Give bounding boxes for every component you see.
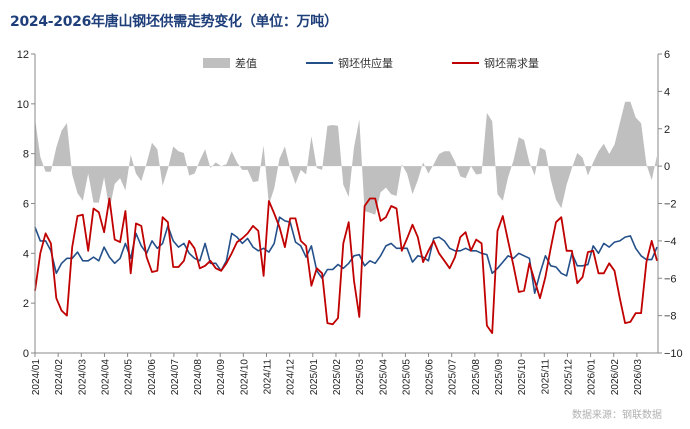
legend: 差值 钢坯供应量 钢坯需求量 — [203, 56, 539, 70]
chart-title: 2024-2026年唐山钢坯供需走势变化（单位：万吨） — [10, 14, 338, 30]
x-tick-label: 2024/12 — [286, 359, 297, 396]
x-tick-label: 2024/08 — [193, 359, 204, 396]
x-tick-label: 2025/06 — [425, 359, 436, 396]
x-tick-label: 2024/07 — [170, 359, 181, 396]
x-tick-label: 2025/10 — [517, 359, 528, 396]
series-demand-line — [34, 197, 658, 335]
x-tick-label: 2025/09 — [494, 359, 505, 396]
x-tick-label: 2025/03 — [355, 359, 366, 396]
left-tick-label: 10 — [17, 99, 29, 111]
right-tick-label: 2 — [664, 124, 670, 136]
x-tick-label: 2024/10 — [239, 359, 250, 396]
x-tick-label: 2025/02 — [332, 359, 343, 396]
x-tick-label: 2025/05 — [401, 359, 412, 396]
series-supply-line — [34, 216, 658, 295]
x-tick-label: 2024/03 — [77, 359, 88, 396]
left-tick-label: 8 — [23, 149, 29, 161]
right-tick-label: −2 — [664, 199, 677, 211]
x-tick-label: 2025/01 — [309, 359, 320, 396]
left-tick-label: 4 — [23, 248, 29, 260]
x-tick-label: 2025/11 — [540, 359, 551, 395]
left-tick-label: 6 — [23, 199, 29, 211]
x-tick-label: 2024/09 — [216, 359, 227, 396]
right-tick-label: −6 — [664, 273, 677, 285]
x-tick-label: 2025/12 — [563, 359, 574, 396]
x-tick-label: 2024/05 — [124, 359, 135, 396]
x-tick-label: 2024/11 — [263, 359, 274, 395]
x-tick-label: 2024/06 — [147, 359, 158, 396]
x-tick-label: 2024/04 — [100, 359, 111, 396]
source-note: 数据来源：钢联数据 — [572, 410, 662, 421]
left-tick-label: 0 — [23, 348, 29, 360]
right-tick-label: −4 — [664, 236, 677, 248]
legend-label: 钢坯需求量 — [484, 57, 539, 70]
x-tick-label: 2026/02 — [610, 359, 621, 396]
legend-label: 钢坯供应量 — [338, 56, 393, 70]
right-tick-label: 0 — [664, 161, 670, 173]
x-tick-label: 2025/07 — [448, 359, 459, 396]
left-tick-label: 2 — [23, 298, 29, 310]
legend-label: 差值 — [235, 56, 257, 70]
series-diff-area — [35, 101, 657, 215]
x-tick-label: 2026/01 — [587, 359, 598, 396]
left-tick-label: 12 — [17, 49, 29, 61]
right-tick-label: −8 — [664, 311, 677, 323]
right-tick-label: 4 — [664, 86, 670, 98]
legend-swatch-diff — [203, 58, 230, 68]
x-tick-label: 2025/04 — [378, 359, 389, 396]
x-tick-label: 2024/02 — [54, 359, 65, 396]
right-tick-label: 6 — [664, 49, 670, 61]
x-tick-label: 2024/01 — [31, 359, 42, 396]
x-tick-label: 2025/08 — [471, 359, 482, 396]
x-tick-label: 2026/03 — [633, 359, 644, 396]
right-tick-label: −10 — [664, 348, 683, 360]
